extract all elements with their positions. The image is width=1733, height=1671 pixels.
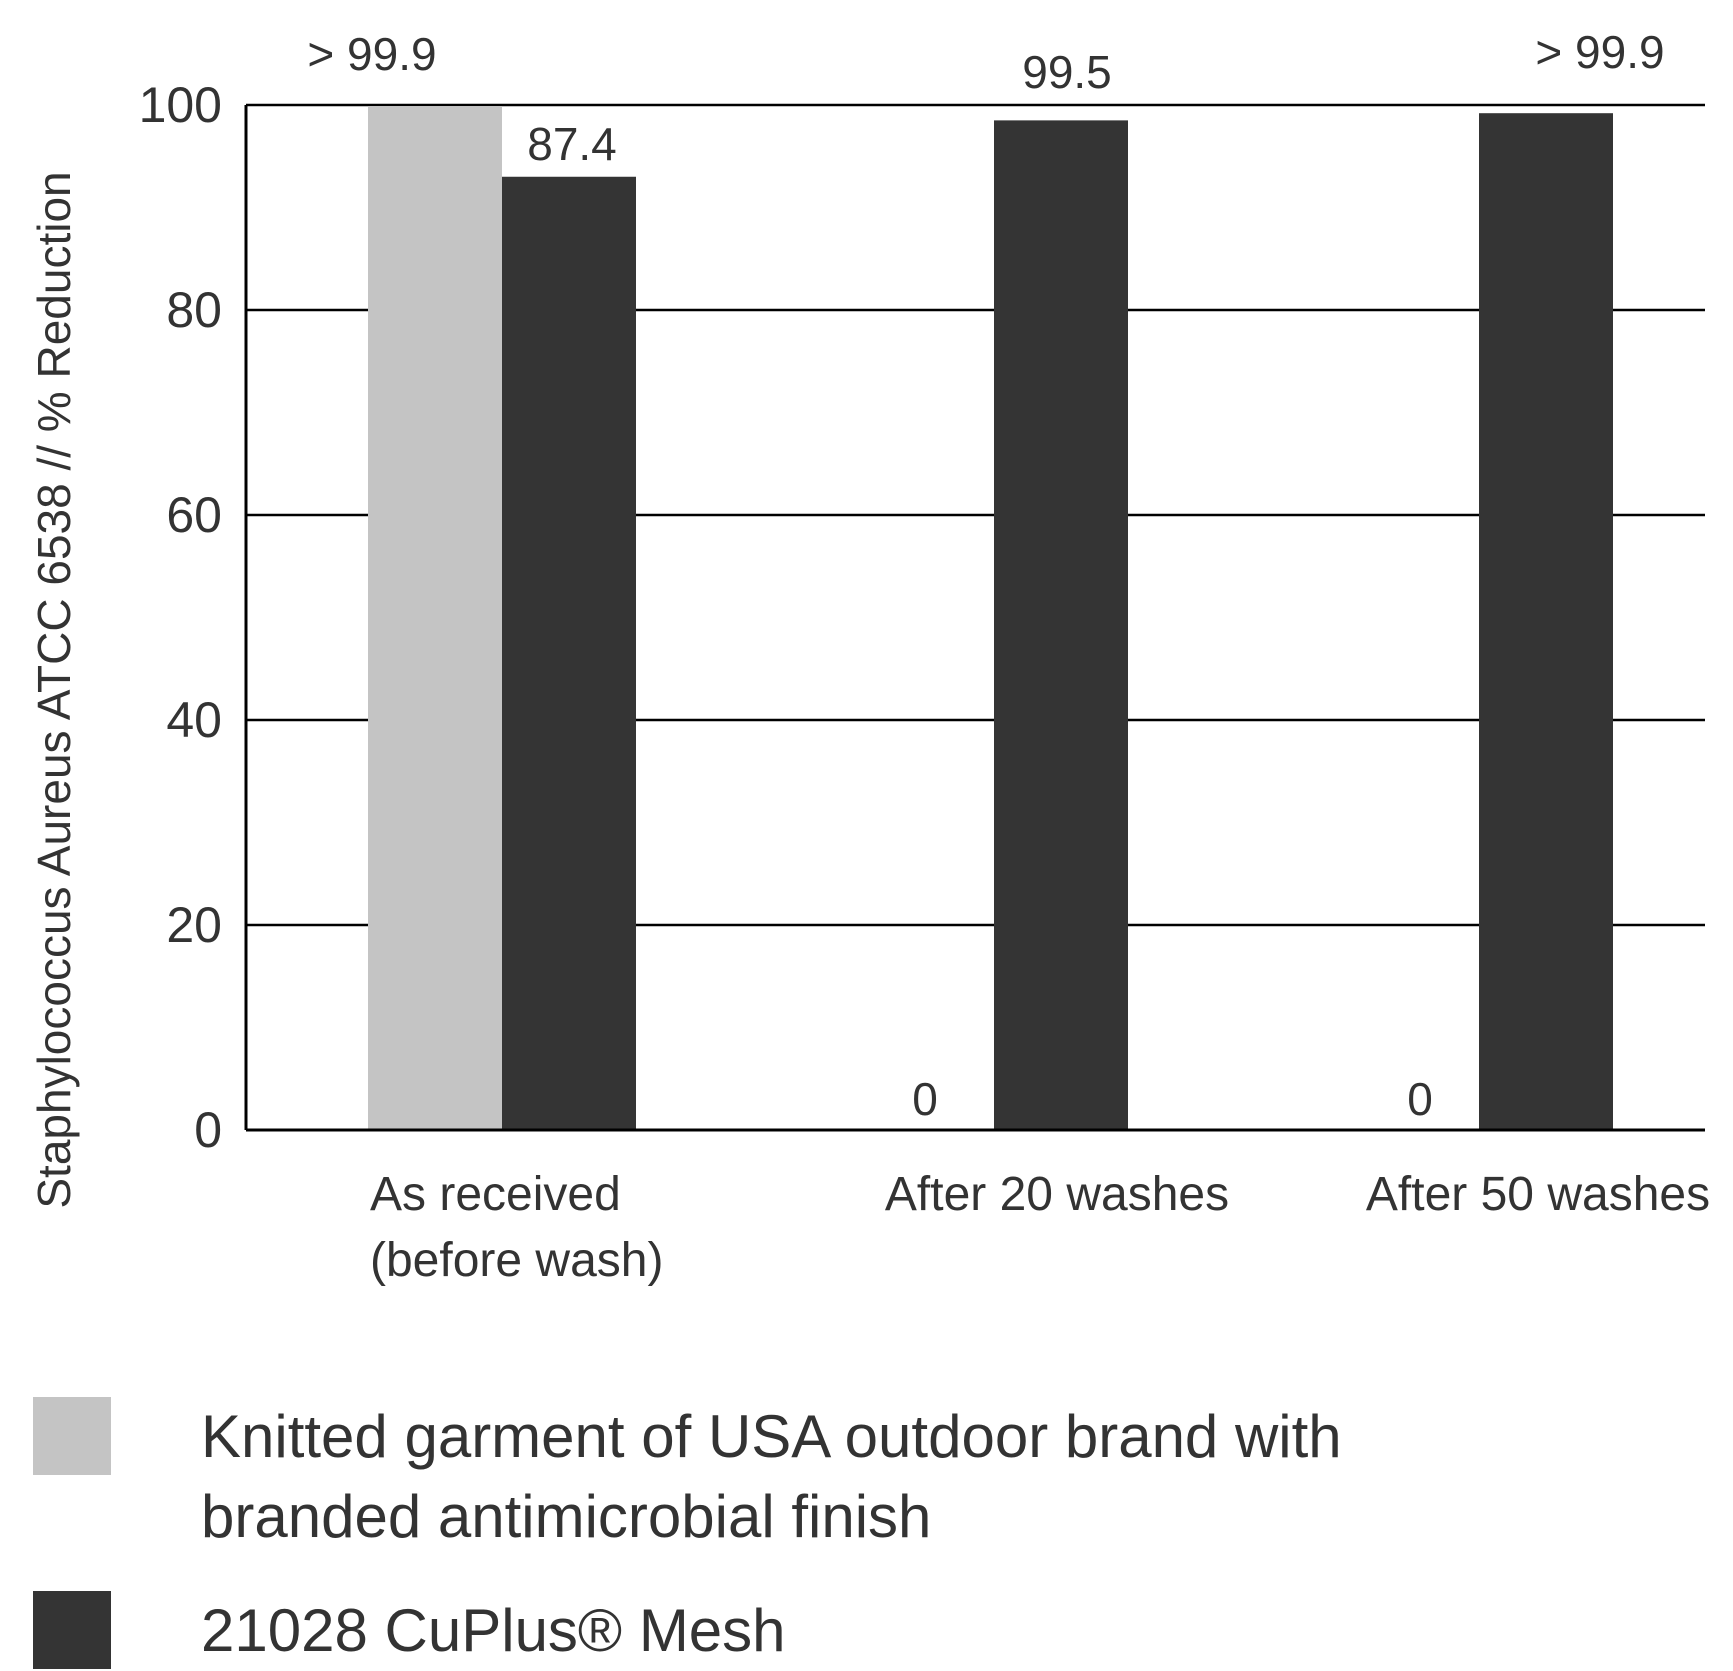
y-tick-label-40: 40 (166, 692, 222, 748)
x-category-labels: As received (before wash) After 20 washes A… (370, 1168, 1710, 1287)
y-tick-labels: 0 20 40 60 80 100 (139, 77, 222, 1158)
data-label-series0-cat2: 0 (1407, 1073, 1433, 1125)
x-category-label-2: After 50 washes (1366, 1168, 1710, 1221)
legend-label-cuplus-mesh: 21028 CuPlus® Mesh (201, 1597, 786, 1664)
legend-item-knitted-garment: Knitted garment of USA outdoor brand wit… (33, 1397, 1342, 1557)
bar-series1-cat1 (994, 120, 1128, 1130)
x-category-label-1: After 20 washes (885, 1168, 1229, 1221)
data-label-series0-cat1: 0 (912, 1073, 938, 1125)
bar-series1-cat2 (1479, 113, 1613, 1130)
legend-swatch-dark-gray (33, 1591, 111, 1669)
legend-swatch-light-gray (33, 1397, 111, 1475)
y-tick-label-80: 80 (166, 282, 222, 338)
data-label-series1-cat2: > 99.9 (1535, 26, 1664, 78)
bar-series1-cat0 (502, 176, 636, 1130)
legend-item-cuplus-mesh: 21028 CuPlus® Mesh (33, 1591, 786, 1671)
x-category-label-0-line0: As received (370, 1168, 621, 1221)
bar-series0-cat0 (368, 106, 502, 1130)
data-labels: > 99.9 0 0 87.4 99.5 > 99.9 (307, 26, 1664, 1125)
y-axis-title: Staphylococcus Aureus ATCC 6538 // % Red… (28, 171, 80, 1208)
y-tick-label-60: 60 (166, 487, 222, 543)
y-tick-label-20: 20 (166, 897, 222, 953)
x-category-label-0-line1: (before wash) (370, 1234, 663, 1287)
data-label-series0-cat0: > 99.9 (307, 28, 436, 80)
data-label-series1-cat0: 87.4 (527, 118, 617, 170)
axes (244, 105, 1705, 1132)
y-tick-label-0: 0 (194, 1102, 222, 1158)
bars (368, 106, 1613, 1130)
y-tick-label-100: 100 (139, 77, 222, 133)
data-label-series1-cat1: 99.5 (1022, 46, 1112, 98)
legend-label-knitted-garment: Knitted garment of USA outdoor brand wit… (201, 1403, 1342, 1550)
